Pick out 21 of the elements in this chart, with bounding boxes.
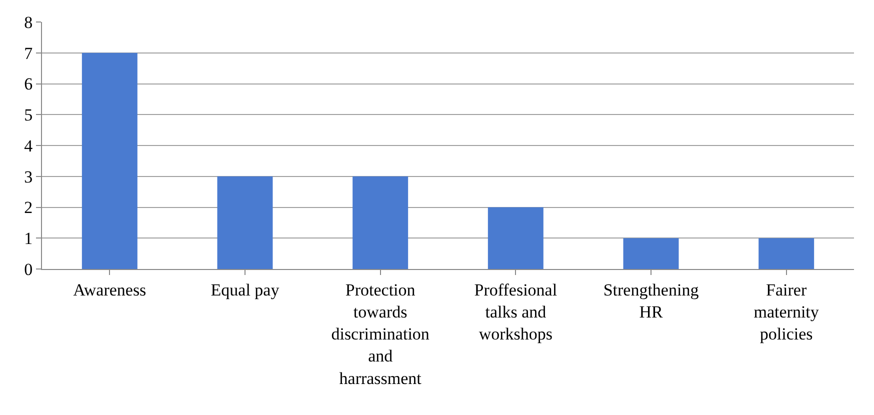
y-tick-label: 1	[24, 229, 33, 248]
x-tick-label: Strengthening HR	[603, 280, 700, 322]
y-tick-label: 8	[24, 12, 33, 32]
x-tick-label: Proffesional talks and workshops	[474, 280, 558, 344]
bar	[82, 52, 138, 269]
y-tick-label: 6	[24, 74, 33, 94]
x-tick-label: Fairer maternity policies	[754, 280, 820, 344]
bar	[217, 176, 273, 269]
y-tick-label: 3	[24, 167, 33, 186]
y-tick-label: 2	[24, 198, 33, 218]
bar	[623, 238, 679, 269]
x-tick-label: Awareness	[73, 280, 146, 300]
bar	[758, 238, 814, 269]
x-tick-label: Protection towards discrimination and harrassment	[331, 280, 430, 388]
y-tick-label: 0	[24, 260, 33, 279]
y-tick-label: 5	[24, 106, 33, 125]
bar	[488, 207, 544, 269]
y-tick-label: 7	[24, 44, 34, 63]
x-tick-label: Equal pay	[210, 280, 280, 300]
y-tick-label: 4	[24, 136, 34, 156]
bar	[352, 176, 408, 269]
